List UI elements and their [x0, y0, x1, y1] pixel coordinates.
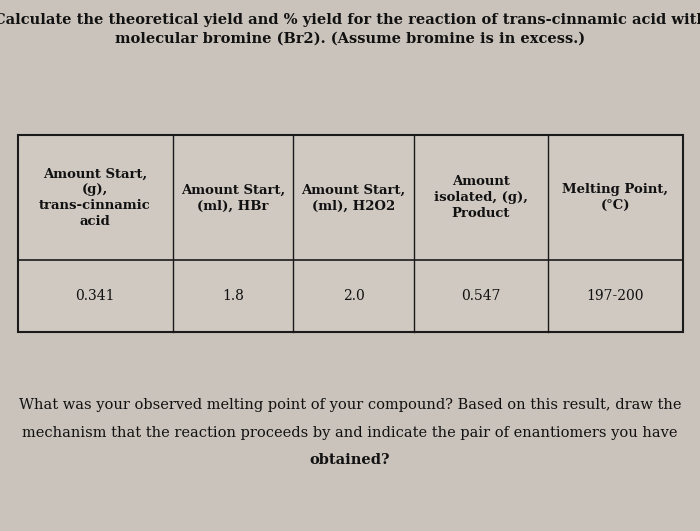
- Bar: [18, 135, 682, 332]
- Text: 0.341: 0.341: [76, 289, 115, 303]
- Text: 197-200: 197-200: [587, 289, 644, 303]
- Text: mechanism that the reaction proceeds by and indicate the pair of enantiomers you: mechanism that the reaction proceeds by …: [22, 426, 678, 440]
- Text: Amount Start,
(g),
trans-cinnamic
acid: Amount Start, (g), trans-cinnamic acid: [39, 167, 151, 228]
- Text: What was your observed melting point of your compound? Based on this result, dra: What was your observed melting point of …: [19, 398, 681, 412]
- Text: 0.547: 0.547: [461, 289, 500, 303]
- Text: molecular bromine (Br2). (Assume bromine is in excess.): molecular bromine (Br2). (Assume bromine…: [115, 32, 585, 46]
- Text: obtained?: obtained?: [309, 453, 391, 467]
- Text: Melting Point,
(°C): Melting Point, (°C): [562, 183, 668, 212]
- Text: Calculate the theoretical yield and % yield for the reaction of trans-cinnamic a: Calculate the theoretical yield and % yi…: [0, 13, 700, 27]
- Text: Amount
isolated, (g),
Product: Amount isolated, (g), Product: [434, 175, 528, 220]
- Bar: [18, 135, 682, 332]
- Text: 2.0: 2.0: [342, 289, 364, 303]
- Text: Amount Start,
(ml), HBr: Amount Start, (ml), HBr: [181, 183, 285, 212]
- Text: 1.8: 1.8: [222, 289, 244, 303]
- Text: Amount Start,
(ml), H2O2: Amount Start, (ml), H2O2: [302, 183, 405, 212]
